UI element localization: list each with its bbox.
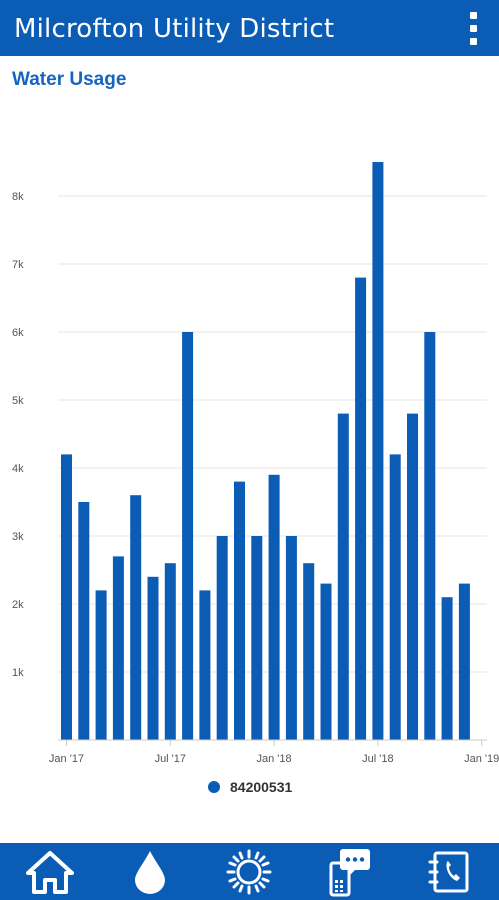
water-usage-chart: 1k 2k 3k 4k 5k 6k 7k 8k Jan '17 Jul '17 Jan '18 Jul… bbox=[12, 162, 499, 765]
y-tick-label: 7k bbox=[12, 259, 24, 271]
bar[interactable] bbox=[355, 277, 367, 740]
x-tick-label: Jan '19 bbox=[464, 753, 499, 765]
bar[interactable] bbox=[268, 474, 280, 740]
bar[interactable] bbox=[389, 454, 401, 740]
bar[interactable] bbox=[251, 536, 263, 740]
bar[interactable] bbox=[458, 583, 470, 740]
bar[interactable] bbox=[147, 576, 159, 740]
x-tick-label: Jan '17 bbox=[49, 753, 84, 765]
bar[interactable] bbox=[303, 563, 315, 740]
bar[interactable] bbox=[216, 536, 228, 740]
y-tick-label: 6k bbox=[12, 327, 24, 339]
nav-contact[interactable] bbox=[399, 843, 499, 900]
chat-phone-icon bbox=[329, 848, 371, 896]
y-tick-label: 3k bbox=[12, 531, 24, 543]
bottom-nav bbox=[0, 843, 499, 900]
x-tick-label: Jan '18 bbox=[257, 753, 292, 765]
y-tick-label: 1k bbox=[12, 667, 24, 679]
bar[interactable] bbox=[441, 597, 453, 740]
sun-icon bbox=[226, 849, 272, 894]
bar[interactable] bbox=[182, 332, 194, 740]
x-tick-label: Jul '17 bbox=[155, 753, 186, 765]
bar[interactable] bbox=[95, 590, 107, 740]
bar[interactable] bbox=[112, 556, 124, 740]
bar[interactable] bbox=[285, 536, 297, 740]
app-bar: Milcrofton Utility District bbox=[0, 0, 499, 56]
bar[interactable] bbox=[61, 454, 72, 740]
app-title: Milcrofton Utility District bbox=[14, 14, 335, 44]
bar[interactable] bbox=[372, 162, 384, 740]
bar[interactable] bbox=[407, 413, 418, 740]
legend-label: 84200531 bbox=[230, 779, 293, 795]
contact-book-icon bbox=[428, 851, 469, 892]
y-tick-label: 4k bbox=[12, 463, 24, 475]
bar[interactable] bbox=[78, 502, 90, 740]
y-tick-label: 5k bbox=[12, 395, 24, 407]
legend-swatch bbox=[208, 781, 220, 793]
bar[interactable] bbox=[320, 583, 332, 740]
bar[interactable] bbox=[164, 563, 176, 740]
bar[interactable] bbox=[234, 481, 245, 740]
y-tick-label: 2k bbox=[12, 599, 24, 611]
nav-home[interactable] bbox=[0, 843, 100, 900]
bar[interactable] bbox=[337, 413, 349, 740]
more-vertical-icon[interactable] bbox=[457, 6, 489, 50]
x-tick-label: Jul '18 bbox=[362, 753, 393, 765]
nav-weather[interactable] bbox=[200, 843, 300, 900]
bar[interactable] bbox=[199, 590, 211, 740]
nav-water[interactable] bbox=[100, 843, 200, 900]
chart-legend[interactable]: 84200531 bbox=[208, 777, 292, 797]
water-drop-icon bbox=[134, 850, 165, 894]
section-title: Water Usage bbox=[12, 69, 127, 90]
bar[interactable] bbox=[130, 495, 142, 740]
y-tick-label: 8k bbox=[12, 191, 24, 203]
nav-messages[interactable] bbox=[299, 843, 399, 900]
bar[interactable] bbox=[424, 332, 436, 740]
home-icon bbox=[25, 850, 74, 894]
